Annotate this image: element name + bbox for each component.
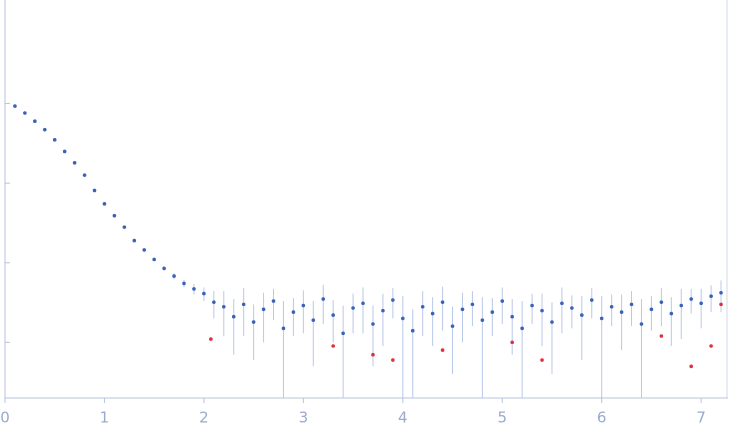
- point: [209, 337, 213, 341]
- point: [719, 290, 723, 295]
- point: [619, 310, 624, 314]
- point: [122, 225, 127, 229]
- point: [291, 310, 296, 314]
- point: [609, 304, 614, 309]
- x-tick-label: 1: [100, 409, 110, 427]
- point: [271, 299, 276, 303]
- point: [440, 348, 445, 352]
- point: [599, 316, 604, 321]
- point: [639, 322, 644, 326]
- point: [550, 320, 554, 324]
- point: [689, 297, 694, 301]
- point: [490, 310, 495, 314]
- point: [709, 294, 713, 299]
- point: [679, 303, 684, 308]
- point: [381, 308, 385, 313]
- point: [659, 334, 664, 338]
- point: [13, 104, 17, 108]
- point: [391, 358, 395, 362]
- point: [400, 316, 405, 321]
- point: [460, 307, 465, 312]
- point: [580, 313, 584, 317]
- point: [331, 313, 335, 317]
- point: [659, 300, 664, 304]
- point: [361, 301, 365, 306]
- point: [699, 301, 703, 306]
- point: [440, 300, 445, 304]
- point: [33, 119, 37, 124]
- point: [182, 281, 186, 286]
- point: [540, 308, 544, 313]
- point: [102, 202, 107, 206]
- x-tick-label: 6: [597, 409, 607, 427]
- point: [470, 302, 475, 307]
- point: [689, 364, 694, 369]
- point: [540, 358, 544, 362]
- x-tick-label: 7: [696, 409, 706, 427]
- point: [311, 318, 316, 322]
- point: [212, 300, 216, 304]
- point: [510, 314, 514, 319]
- point: [142, 248, 147, 252]
- point: [231, 314, 236, 319]
- point: [430, 311, 435, 316]
- point: [560, 301, 564, 306]
- point: [629, 302, 634, 307]
- point: [371, 322, 375, 326]
- point: [192, 287, 196, 291]
- point: [480, 318, 485, 322]
- point: [450, 324, 455, 328]
- x-tick-label: 4: [398, 409, 408, 427]
- x-tick-label: 2: [199, 409, 209, 427]
- point: [510, 340, 514, 345]
- point: [202, 291, 206, 296]
- point: [241, 302, 246, 307]
- point: [52, 138, 57, 142]
- point: [321, 297, 326, 301]
- point: [520, 326, 524, 331]
- point: [420, 304, 425, 309]
- point: [251, 320, 256, 324]
- point: [72, 161, 77, 165]
- point: [281, 326, 286, 331]
- x-tick-label: 0: [0, 409, 10, 427]
- point: [371, 352, 375, 357]
- point: [530, 303, 534, 308]
- point: [23, 111, 27, 115]
- point: [92, 188, 97, 193]
- point: [351, 306, 355, 310]
- point: [132, 238, 137, 243]
- point: [331, 344, 335, 348]
- point: [589, 298, 594, 302]
- point: [162, 266, 166, 271]
- point: [112, 213, 117, 218]
- x-tick-label: 5: [497, 409, 507, 427]
- point: [152, 257, 156, 262]
- point: [709, 344, 713, 348]
- point: [410, 328, 415, 333]
- point: [391, 298, 395, 302]
- point: [261, 307, 266, 312]
- point: [62, 149, 67, 154]
- point: [172, 274, 176, 278]
- point: [301, 303, 306, 308]
- point: [500, 299, 505, 303]
- x-tick-label: 3: [299, 409, 309, 427]
- point: [341, 331, 345, 336]
- point: [669, 311, 674, 316]
- point: [719, 302, 723, 307]
- point: [649, 307, 654, 312]
- point: [42, 127, 47, 132]
- point: [82, 173, 87, 177]
- point: [570, 306, 574, 310]
- point: [221, 304, 226, 309]
